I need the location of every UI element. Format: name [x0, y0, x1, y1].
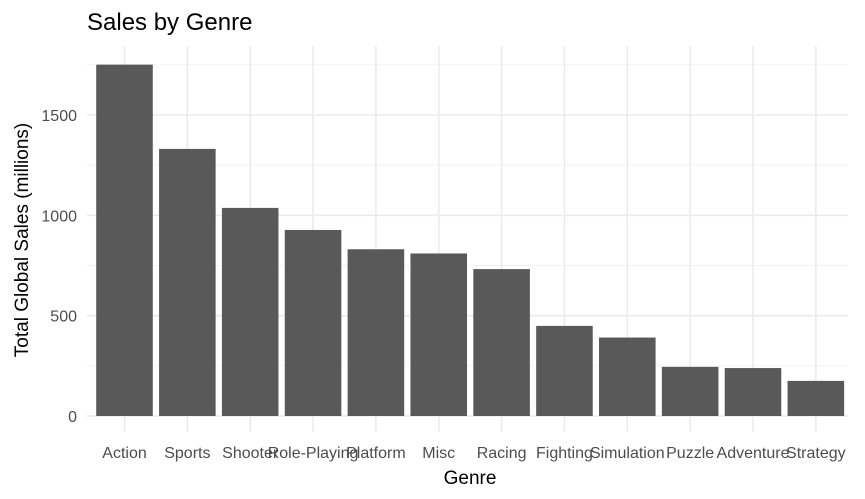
x-tick-label: Strategy	[786, 445, 846, 462]
x-tick-label: Action	[102, 445, 146, 462]
y-axis-tick-labels: 0 500 1000 1500	[41, 108, 77, 426]
x-tick-label: Shooter	[222, 445, 279, 462]
bar-puzzle	[661, 366, 719, 416]
bar-simulation	[599, 337, 656, 416]
bar-sports	[159, 148, 216, 417]
x-tick-label: Platform	[346, 445, 406, 462]
bar-fighting	[536, 325, 593, 416]
x-tick-label: Fighting	[536, 445, 593, 462]
bar-adventure	[724, 368, 782, 416]
x-tick-label: Puzzle	[666, 445, 714, 462]
bar-action	[96, 64, 153, 417]
bar-strategy	[787, 380, 845, 416]
x-tick-label: Misc	[422, 445, 455, 462]
x-tick-label: Sports	[164, 445, 210, 462]
y-axis-title: Total Global Sales (millions)	[12, 123, 33, 357]
y-tick-label: 1000	[41, 208, 77, 225]
bar-racing	[473, 269, 530, 416]
x-tick-label: Simulation	[590, 445, 665, 462]
bar-misc	[410, 253, 468, 416]
bar-shooter	[221, 207, 279, 416]
y-tick-label: 0	[68, 409, 77, 426]
x-axis-title: Genre	[444, 468, 497, 489]
chart-title: Sales by Genre	[87, 9, 252, 36]
y-tick-label: 1500	[41, 108, 77, 125]
bar-role-playing	[284, 229, 342, 416]
bars	[96, 64, 845, 417]
x-tick-label: Racing	[477, 445, 527, 462]
x-tick-label: Adventure	[717, 445, 790, 462]
y-tick-label: 500	[50, 309, 77, 326]
x-tick-label: Role-Playing	[268, 445, 359, 462]
bar-platform	[347, 249, 405, 416]
